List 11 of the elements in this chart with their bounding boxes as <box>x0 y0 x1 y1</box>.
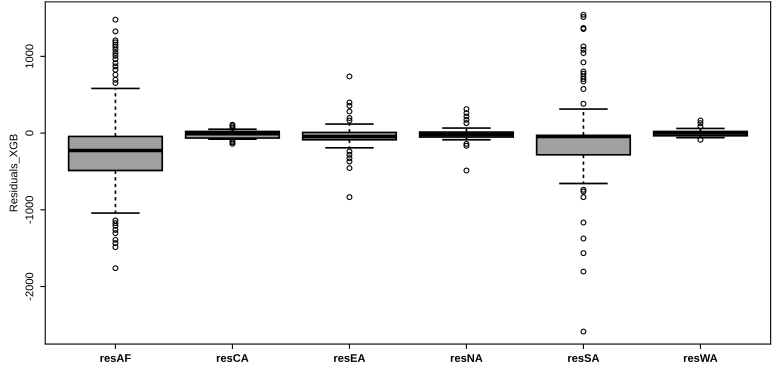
x-tick-label: resAF <box>100 354 131 362</box>
y-tick-label: -1000 <box>25 196 34 224</box>
x-tick-label: resCA <box>216 354 249 362</box>
y-tick-label: 0 <box>25 130 34 136</box>
x-tick-label: resWA <box>684 354 718 362</box>
x-tick-label: resEA <box>334 354 366 362</box>
y-tick-label: 1000 <box>25 44 34 68</box>
y-tick-label: -2000 <box>25 272 34 300</box>
x-tick-label: resSA <box>568 354 600 362</box>
y-axis-title: Residuals_XGB <box>9 134 20 212</box>
x-tick-label: resNA <box>450 354 483 362</box>
